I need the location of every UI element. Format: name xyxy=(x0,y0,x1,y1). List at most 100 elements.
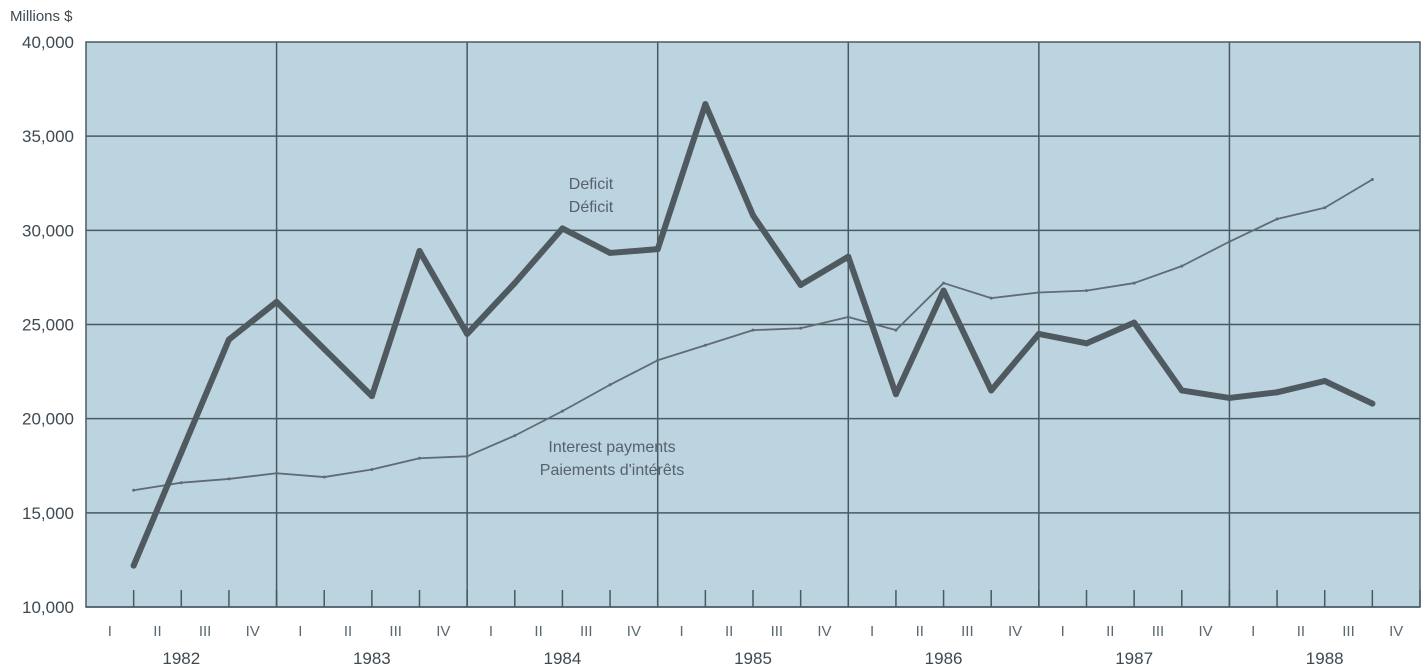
interest-payments-point xyxy=(894,328,898,332)
quarter-label: IV xyxy=(1008,623,1022,640)
deficit-point xyxy=(607,249,614,256)
quarter-label: III xyxy=(771,623,784,640)
year-label: 1983 xyxy=(353,649,391,668)
interest-payments-point xyxy=(1180,264,1184,268)
deficit-point xyxy=(797,281,804,288)
interest-payments-point xyxy=(513,434,517,438)
deficit-point xyxy=(1369,400,1376,407)
deficit-point xyxy=(1131,319,1138,326)
deficit-point xyxy=(1178,387,1185,394)
interest-payments-point xyxy=(227,477,231,481)
year-label: 1984 xyxy=(544,649,582,668)
deficit-point xyxy=(750,212,756,219)
quarter-label: II xyxy=(1106,623,1114,640)
quarter-label: IV xyxy=(627,623,641,640)
deficit-point xyxy=(988,387,995,394)
quarter-label: II xyxy=(1297,623,1305,640)
year-label: 1985 xyxy=(734,649,772,668)
quarter-label: I xyxy=(489,623,493,640)
quarter-label: I xyxy=(679,623,683,640)
deficit-point xyxy=(940,287,947,294)
interest-payments-label: Interest payments xyxy=(548,439,675,456)
interest-payments-point xyxy=(275,471,279,475)
quarter-label: IV xyxy=(817,623,831,640)
deficit-point xyxy=(1274,389,1281,396)
interest-payments-point xyxy=(560,409,564,413)
deficit-point xyxy=(1226,394,1233,401)
interest-payments-point xyxy=(1370,177,1374,181)
interest-payments-point xyxy=(370,468,374,472)
quarter-label: III xyxy=(1152,623,1165,640)
y-tick-label: 15,000 xyxy=(22,504,74,523)
interest-payments-point xyxy=(1037,290,1041,294)
deficit-point xyxy=(1083,340,1090,347)
quarter-label: I xyxy=(870,623,874,640)
series-lines xyxy=(130,101,1376,569)
y-axis-unit-label: Millions $ xyxy=(10,8,73,25)
interest-payments-point xyxy=(322,475,326,479)
y-tick-label: 30,000 xyxy=(22,221,74,240)
deficit-point xyxy=(845,253,852,260)
quarter-label: II xyxy=(534,623,542,640)
quarter-label: III xyxy=(1342,623,1355,640)
deficit-label: Deficit xyxy=(569,176,614,193)
quarter-label: IV xyxy=(436,623,450,640)
deficit-point xyxy=(368,393,375,400)
interest-payments-point xyxy=(1227,240,1231,244)
quarter-label: II xyxy=(344,623,352,640)
interest-payments-point xyxy=(799,326,803,330)
interest-payments-point xyxy=(465,454,469,458)
deficit-point xyxy=(1321,378,1328,384)
deficit-point xyxy=(1035,330,1042,337)
interest-payments-point xyxy=(656,358,660,362)
x-axis: I II III IV I II III IV I II III IV I II III IV I II III IV… xyxy=(86,590,1421,668)
interest-payments-point xyxy=(989,296,993,300)
interest-payments-point xyxy=(179,481,183,485)
interest-payments-point xyxy=(1085,289,1088,293)
quarter-label: III xyxy=(961,623,974,640)
deficit-point xyxy=(559,225,566,232)
interest-payments-label-fr: Paiements d'intérêts xyxy=(540,462,684,479)
y-tick-label: 25,000 xyxy=(22,316,74,335)
quarter-label: II xyxy=(725,623,733,640)
quarter-label: I xyxy=(1061,623,1065,640)
deficit-point xyxy=(321,345,328,352)
deficit-point xyxy=(702,101,709,108)
y-tick-label: 20,000 xyxy=(22,410,74,429)
quarter-label: I xyxy=(108,623,112,640)
interest-payments-point xyxy=(1275,217,1279,221)
y-tick-label: 10,000 xyxy=(22,598,74,617)
grid xyxy=(86,42,1420,607)
y-axis: 10,000 15,000 20,000 25,000 30,000 35,000 40,0… xyxy=(22,33,74,617)
deficit-point xyxy=(464,330,471,337)
quarter-label: I xyxy=(1251,623,1255,640)
quarter-label: I xyxy=(298,623,302,640)
year-label: 1988 xyxy=(1306,649,1344,668)
interest-payments-point xyxy=(1323,206,1327,210)
quarter-label: II xyxy=(916,623,924,640)
quarter-label: III xyxy=(580,623,593,640)
interest-payments-point xyxy=(1132,281,1136,285)
deficit-point xyxy=(654,246,661,253)
quarter-label: IV xyxy=(1389,623,1403,640)
interest-payments-point xyxy=(418,456,421,460)
quarter-label: IV xyxy=(246,623,260,640)
interest-payments-point xyxy=(751,328,755,332)
quarter-label: III xyxy=(199,623,212,640)
deficit-point xyxy=(130,562,137,569)
y-tick-label: 35,000 xyxy=(22,127,74,146)
interest-annotation: Interest payments Paiements d'intérêts xyxy=(540,439,684,479)
deficit-label-fr: Déficit xyxy=(569,199,614,216)
deficit-annotation: Deficit Déficit xyxy=(569,176,614,216)
deficit-point xyxy=(225,336,232,343)
interest-payments-point xyxy=(942,281,946,285)
year-label: 1987 xyxy=(1115,649,1153,668)
year-label: 1986 xyxy=(925,649,963,668)
interest-payments-point xyxy=(846,315,850,319)
deficit-point xyxy=(416,248,423,255)
deficit-point xyxy=(511,280,518,287)
interest-payments-point xyxy=(608,383,612,387)
deficit-point xyxy=(892,391,899,398)
